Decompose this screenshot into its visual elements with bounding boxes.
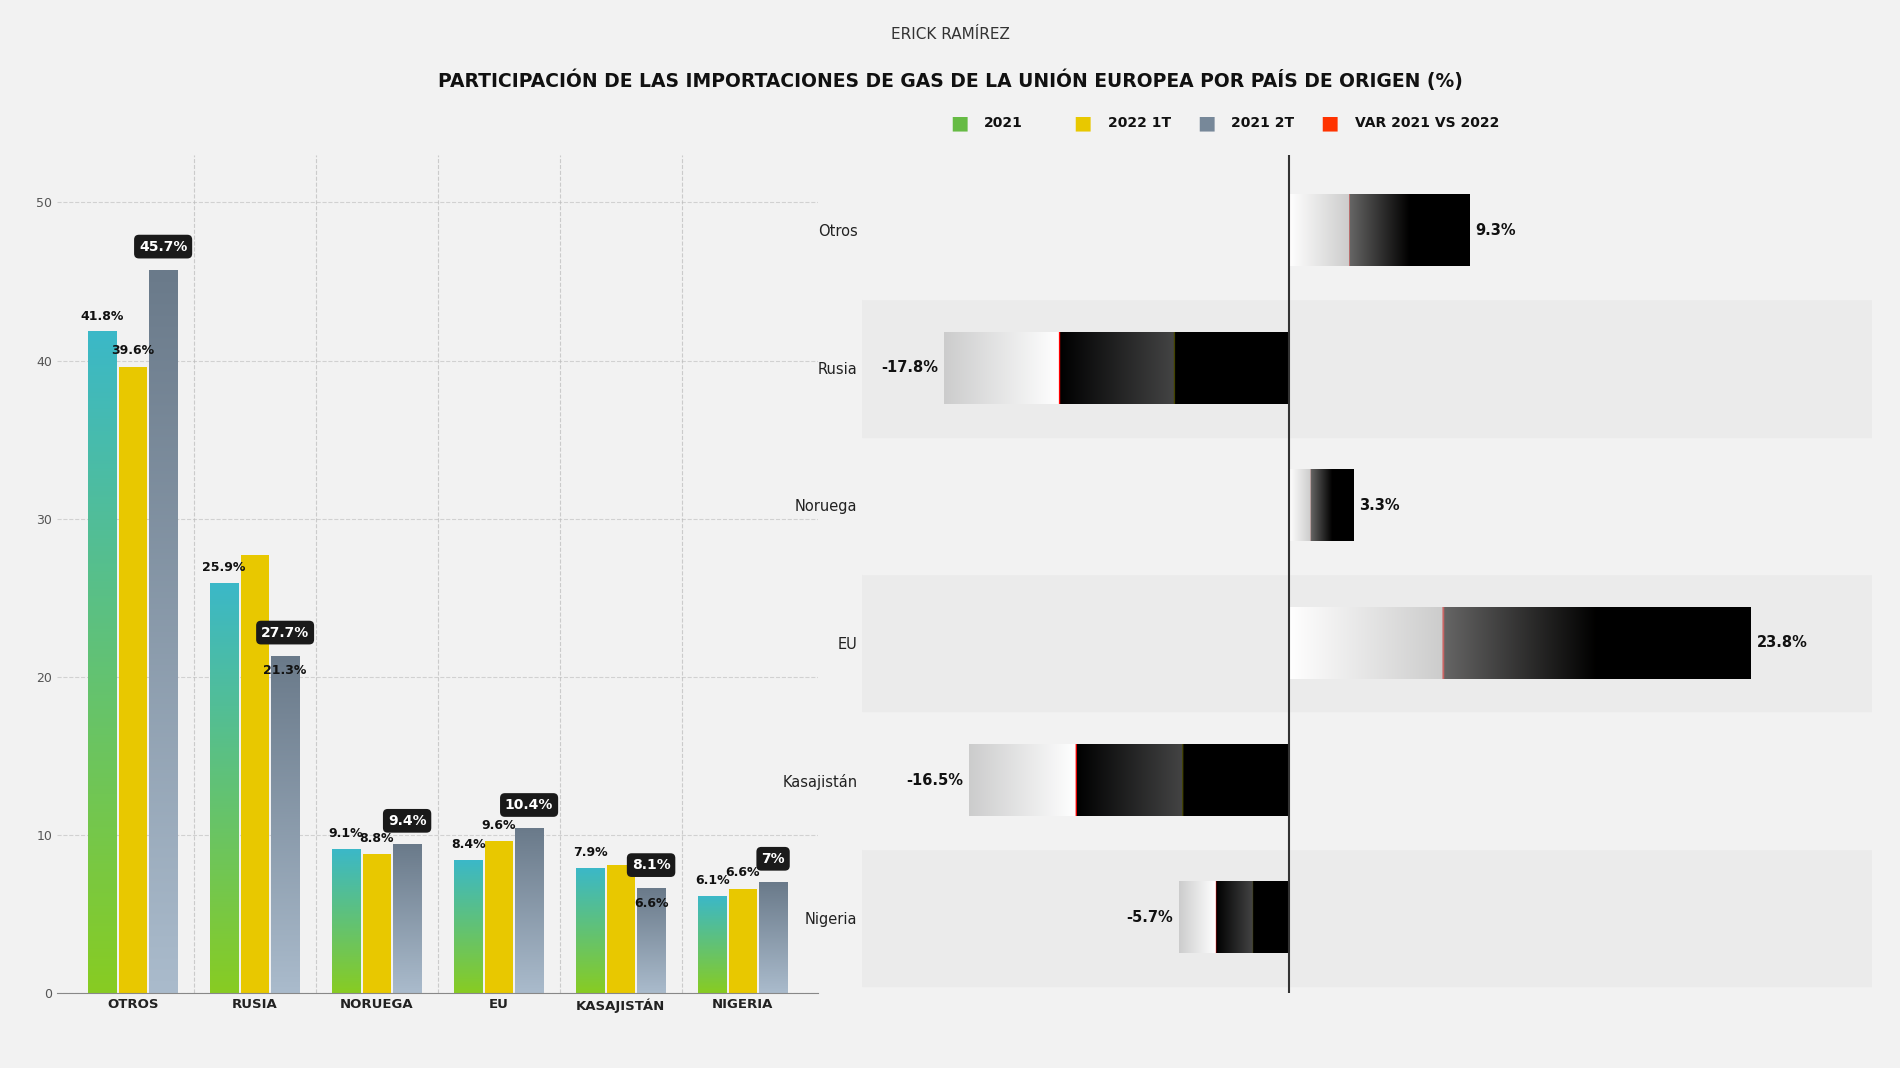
Text: 9.1%: 9.1% (329, 827, 363, 839)
Text: 8.1%: 8.1% (631, 858, 671, 873)
Text: 6.6%: 6.6% (726, 866, 760, 879)
Text: PARTICIPACIÓN DE LAS IMPORTACIONES DE GAS DE LA UNIÓN EUROPEA POR PAÍS DE ORIGEN: PARTICIPACIÓN DE LAS IMPORTACIONES DE GA… (437, 69, 1463, 91)
Text: 7%: 7% (762, 852, 785, 866)
Text: 8.8%: 8.8% (359, 832, 393, 845)
Bar (863, 161, 1872, 299)
Text: -16.5%: -16.5% (906, 773, 963, 788)
Text: 6.6%: 6.6% (635, 897, 669, 910)
Text: VAR 2021 VS 2022: VAR 2021 VS 2022 (1355, 115, 1499, 130)
Text: 3.3%: 3.3% (1358, 498, 1400, 513)
Text: 6.1%: 6.1% (695, 875, 730, 888)
Text: 2021: 2021 (984, 115, 1022, 130)
Text: -17.8%: -17.8% (882, 360, 939, 375)
Text: 23.8%: 23.8% (1758, 635, 1809, 650)
Bar (863, 711, 1872, 849)
Text: 41.8%: 41.8% (80, 310, 124, 323)
Bar (863, 575, 1872, 711)
Bar (118, 366, 146, 993)
Text: 25.9%: 25.9% (203, 561, 245, 575)
Bar (728, 889, 756, 993)
Text: 10.4%: 10.4% (505, 798, 553, 812)
Bar (363, 854, 391, 993)
Text: ■: ■ (1197, 113, 1216, 132)
Bar (863, 437, 1872, 575)
Bar (863, 849, 1872, 987)
Bar (241, 555, 268, 993)
Bar (863, 299, 1872, 437)
Text: 9.4%: 9.4% (388, 814, 426, 828)
Text: 27.7%: 27.7% (260, 626, 310, 640)
Text: 39.6%: 39.6% (110, 344, 154, 358)
Text: -5.7%: -5.7% (1127, 910, 1172, 925)
Text: ■: ■ (1074, 113, 1092, 132)
Text: 9.6%: 9.6% (481, 819, 515, 832)
Bar (484, 842, 513, 993)
Text: ■: ■ (1320, 113, 1340, 132)
Text: ERICK RAMÍREZ: ERICK RAMÍREZ (891, 27, 1009, 42)
Text: 8.4%: 8.4% (450, 838, 484, 851)
Text: 9.3%: 9.3% (1476, 223, 1516, 238)
Text: 45.7%: 45.7% (139, 239, 188, 253)
Text: 21.3%: 21.3% (264, 664, 306, 677)
Bar (606, 865, 635, 993)
Text: ■: ■ (950, 113, 969, 132)
Text: 2022 1T: 2022 1T (1108, 115, 1170, 130)
Text: 2021 2T: 2021 2T (1231, 115, 1294, 130)
Text: 7.9%: 7.9% (572, 846, 608, 859)
